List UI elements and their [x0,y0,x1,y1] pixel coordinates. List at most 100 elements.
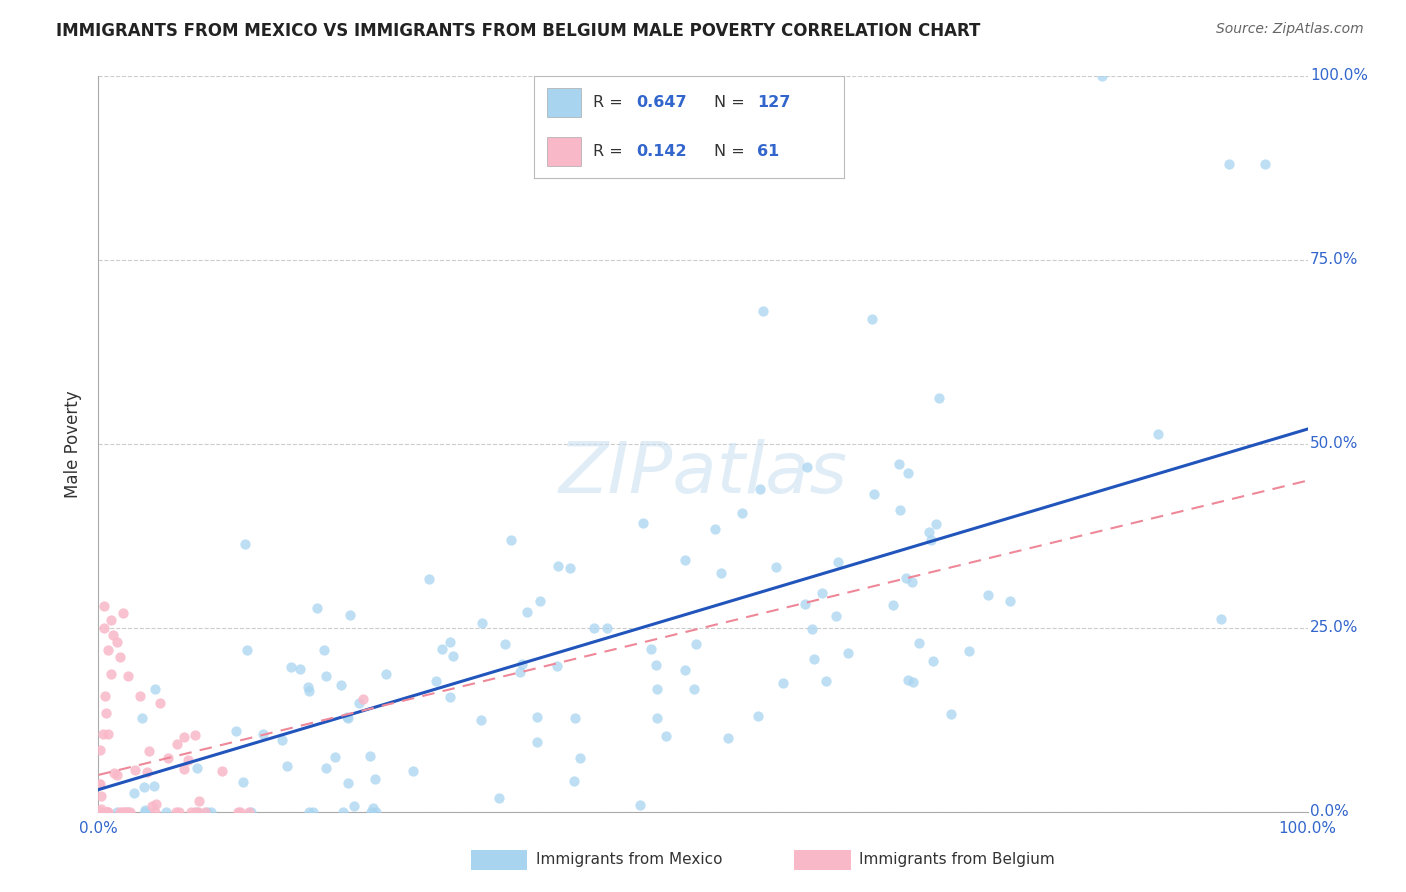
Text: Immigrants from Belgium: Immigrants from Belgium [859,853,1054,867]
Point [1254,157,1277,171]
Point [136,764,159,779]
Text: 0.647: 0.647 [637,95,688,110]
Point [710,566,733,580]
Point [631,516,654,531]
Point [200,805,222,819]
Point [800,622,823,636]
Point [526,709,548,723]
Point [111,805,134,819]
Point [673,553,696,567]
Point [124,763,146,777]
Point [925,516,948,531]
Point [336,710,359,724]
Text: Source: ZipAtlas.com: Source: ZipAtlas.com [1216,22,1364,37]
Point [863,486,886,500]
Text: 100.0%: 100.0% [1310,69,1368,83]
Point [228,805,250,819]
Point [337,776,360,790]
Text: Immigrants from Mexico: Immigrants from Mexico [536,853,723,867]
Point [329,678,352,692]
Text: 25.0%: 25.0% [1310,620,1358,635]
Point [96,805,118,819]
Point [194,805,217,819]
Point [183,728,205,742]
Point [315,761,337,775]
Point [363,772,385,787]
Point [118,805,141,819]
Point [887,457,910,471]
Point [111,606,134,620]
Point [824,609,846,624]
Point [1091,69,1114,83]
Point [364,805,387,819]
Point [96,805,118,819]
Point [143,682,166,697]
Point [180,805,202,819]
Point [165,805,187,819]
Point [141,799,163,814]
Point [494,637,516,651]
Point [752,304,775,318]
Point [89,777,111,791]
Point [430,642,453,657]
Point [238,805,260,819]
Point [110,805,132,819]
Y-axis label: Male Poverty: Male Poverty [63,390,82,498]
Point [510,657,533,672]
Point [307,600,329,615]
Point [149,696,172,710]
Point [225,723,247,738]
Point [596,621,619,635]
Point [425,674,447,689]
Point [439,635,461,649]
Point [288,662,311,676]
Point [142,779,165,793]
Text: 50.0%: 50.0% [1310,436,1358,451]
Point [628,798,651,813]
Point [655,729,678,743]
Point [647,682,669,697]
Point [97,805,120,819]
Point [837,647,859,661]
Point [94,706,117,720]
Point [114,805,136,819]
Text: 75.0%: 75.0% [1310,252,1358,268]
Point [897,673,920,688]
Point [117,805,139,819]
Point [375,666,398,681]
Point [297,684,319,698]
Point [271,733,294,747]
Point [896,571,918,585]
Point [134,803,156,817]
Point [645,657,668,672]
Point [138,744,160,758]
Point [675,663,697,677]
Point [918,524,941,539]
Point [897,466,920,480]
Point [558,560,581,574]
Point [361,801,384,815]
Point [90,789,112,804]
Text: 0.142: 0.142 [637,145,688,160]
Point [156,751,179,765]
Point [100,614,122,628]
Point [93,621,115,635]
Point [108,650,131,665]
Point [747,709,769,723]
Point [87,805,110,819]
Point [562,773,585,788]
Point [546,659,568,673]
Point [647,711,669,725]
Point [749,483,772,497]
Point [114,805,136,819]
Point [488,791,510,805]
Point [860,311,883,326]
Point [173,730,195,744]
Point [765,560,787,574]
Point [470,714,492,728]
Point [928,391,950,405]
Point [1209,612,1232,626]
Point [315,668,337,682]
Point [129,689,152,703]
Point [188,794,211,808]
